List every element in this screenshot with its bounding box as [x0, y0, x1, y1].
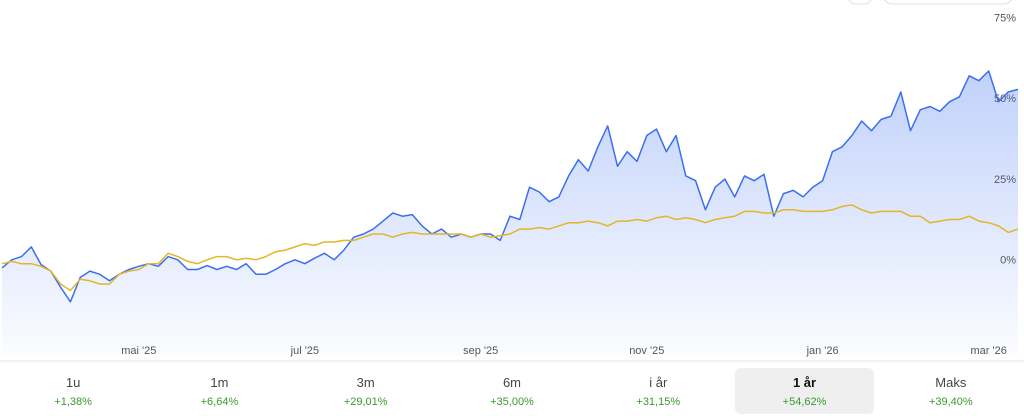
period-tab[interactable]: 6m +35,00% [443, 368, 581, 414]
period-tab[interactable]: 3m +29,01% [297, 368, 435, 414]
period-tab[interactable]: i år +31,15% [589, 368, 727, 414]
period-tab[interactable]: Maks +39,40% [882, 368, 1020, 414]
period-change: +29,01% [343, 395, 388, 408]
period-tab[interactable]: 1u +1,38% [4, 368, 142, 414]
series-line [1, 204, 1019, 292]
period-change: +6,64% [200, 395, 239, 408]
period-tabs: 1u +1,38% 1m +6,64% 3m +29,01% 6m +35,00% i år +3… [0, 368, 1024, 414]
y-tick-label: 75% [994, 12, 1016, 24]
control-button[interactable] [884, 0, 1012, 5]
period-change: +1,38% [54, 395, 92, 408]
period-tab[interactable]: 1 år +54,62% [735, 368, 874, 414]
period-label: Maks [935, 374, 967, 390]
period-label: 6m [502, 374, 522, 390]
series-area [2, 71, 1018, 355]
period-change: +39,40% [928, 395, 973, 408]
period-change: +54,62% [782, 395, 827, 408]
period-label: 1 år [792, 374, 817, 390]
chart: 0%25%50%75%mai '25jul '25sep '25nov '25j… [0, 0, 1024, 362]
period-label: 1u [65, 374, 81, 390]
period-tab[interactable]: 1m +6,64% [150, 368, 288, 414]
period-change: +31,15% [636, 395, 681, 408]
period-label: 3m [356, 374, 375, 390]
period-label: 1m [210, 374, 229, 390]
series-line [1, 70, 1019, 303]
period-change: +35,00% [490, 395, 534, 408]
control-button[interactable] [848, 0, 872, 5]
period-label: i år [649, 374, 668, 390]
